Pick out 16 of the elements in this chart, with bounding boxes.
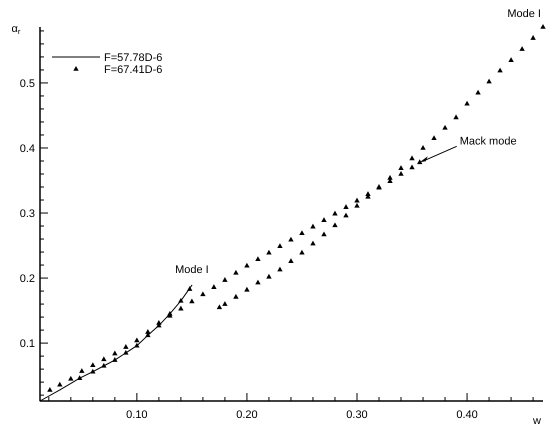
x-tick-label: 0.20	[236, 409, 258, 421]
x-tick-label: 0.10	[126, 409, 148, 421]
annotation: Mack mode	[460, 135, 517, 148]
annotation: Mode I	[507, 8, 541, 20]
x-tick-label: 0.40	[456, 409, 478, 421]
legend-label: F=67.41D-6	[104, 64, 162, 76]
y-tick-label: 0.4	[20, 142, 35, 155]
y-axis-title: α$_{r}$	[12, 23, 21, 36]
y-tick-label: 0.5	[20, 78, 35, 90]
y-tick-label: 0.3	[20, 208, 35, 220]
y-tick-label: 0.2	[20, 273, 35, 286]
y-tick-label: 0.1	[20, 338, 35, 350]
x-axis-title: w	[532, 415, 542, 427]
legend-label: F=57.78D-6	[104, 52, 162, 64]
annotation: Mode I	[175, 264, 209, 276]
x-tick-label: 0.30	[346, 409, 368, 421]
